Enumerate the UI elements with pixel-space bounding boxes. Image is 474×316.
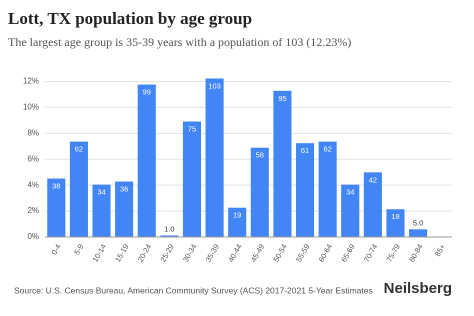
- data-label: 62: [323, 145, 331, 154]
- data-label: 103: [208, 81, 221, 90]
- bar: [115, 181, 134, 237]
- x-tick-label: 0-4: [50, 242, 63, 256]
- data-label: 75: [188, 125, 196, 134]
- bar: [47, 178, 66, 237]
- x-tick-label: 60-64: [317, 242, 334, 263]
- y-tick-label: 8%: [27, 128, 39, 137]
- bar: [250, 147, 269, 237]
- data-label: 58: [256, 151, 264, 160]
- bar: [409, 229, 428, 237]
- x-tick-label: 35-39: [204, 242, 221, 263]
- data-label: 95: [278, 94, 286, 103]
- data-label: 61: [301, 146, 309, 155]
- data-label: 18: [391, 212, 399, 221]
- bar: [228, 207, 247, 237]
- x-tick-label: 20-24: [136, 242, 153, 263]
- y-tick-label: 4%: [27, 180, 39, 189]
- bar: [182, 121, 202, 237]
- data-label: 62: [75, 145, 83, 154]
- bar: [273, 90, 292, 237]
- x-tick-label: 25-29: [158, 242, 175, 263]
- bar: [363, 172, 382, 237]
- y-tick-label: 10%: [23, 103, 39, 112]
- x-tick-label: 85+: [433, 242, 447, 258]
- data-label: 38: [52, 182, 60, 191]
- x-tick-label: 65-69: [339, 242, 356, 263]
- y-tick-label: 6%: [27, 154, 39, 163]
- x-tick-label: 70-74: [362, 242, 379, 263]
- bar: [92, 184, 111, 237]
- x-tick-label: 40-44: [226, 242, 243, 263]
- x-tick-label: 55-59: [294, 242, 311, 263]
- chart-subtitle: The largest age group is 35-39 years wit…: [8, 35, 351, 49]
- brand: Neilsberg: [384, 280, 452, 297]
- x-tick-label: 50-54: [271, 242, 288, 263]
- bar: [386, 209, 405, 237]
- data-label: 99: [143, 88, 151, 97]
- x-tick-label: 30-34: [181, 242, 198, 263]
- bar: [137, 84, 156, 238]
- x-tick-label: 80-84: [407, 242, 424, 263]
- bar: [295, 143, 315, 237]
- x-tick-label: 10-14: [91, 242, 108, 263]
- bar: [205, 78, 224, 237]
- data-label: 34: [97, 188, 105, 197]
- y-tick-label: 0%: [27, 232, 39, 241]
- y-tick-label: 2%: [27, 206, 39, 215]
- bar: [318, 141, 337, 237]
- bar: [69, 141, 88, 237]
- x-tick-label: 75-79: [385, 242, 402, 263]
- data-label: 34: [346, 188, 354, 197]
- data-label: 36: [120, 185, 128, 194]
- x-tick-label: 5-9: [72, 242, 85, 256]
- chart-title: Lott, TX population by age group: [8, 9, 252, 28]
- bar: [160, 235, 179, 237]
- y-tick-label: 12%: [23, 77, 39, 86]
- data-label: 1.0: [164, 224, 174, 233]
- x-tick-label: 15-19: [113, 242, 130, 263]
- data-label: 19: [233, 211, 241, 220]
- data-label: 42: [369, 175, 377, 184]
- x-tick-label: 45-49: [249, 242, 266, 263]
- data-label: 5.0: [413, 218, 423, 227]
- source: Source: U.S. Census Bureau, American Com…: [14, 285, 373, 295]
- bar: [341, 184, 360, 237]
